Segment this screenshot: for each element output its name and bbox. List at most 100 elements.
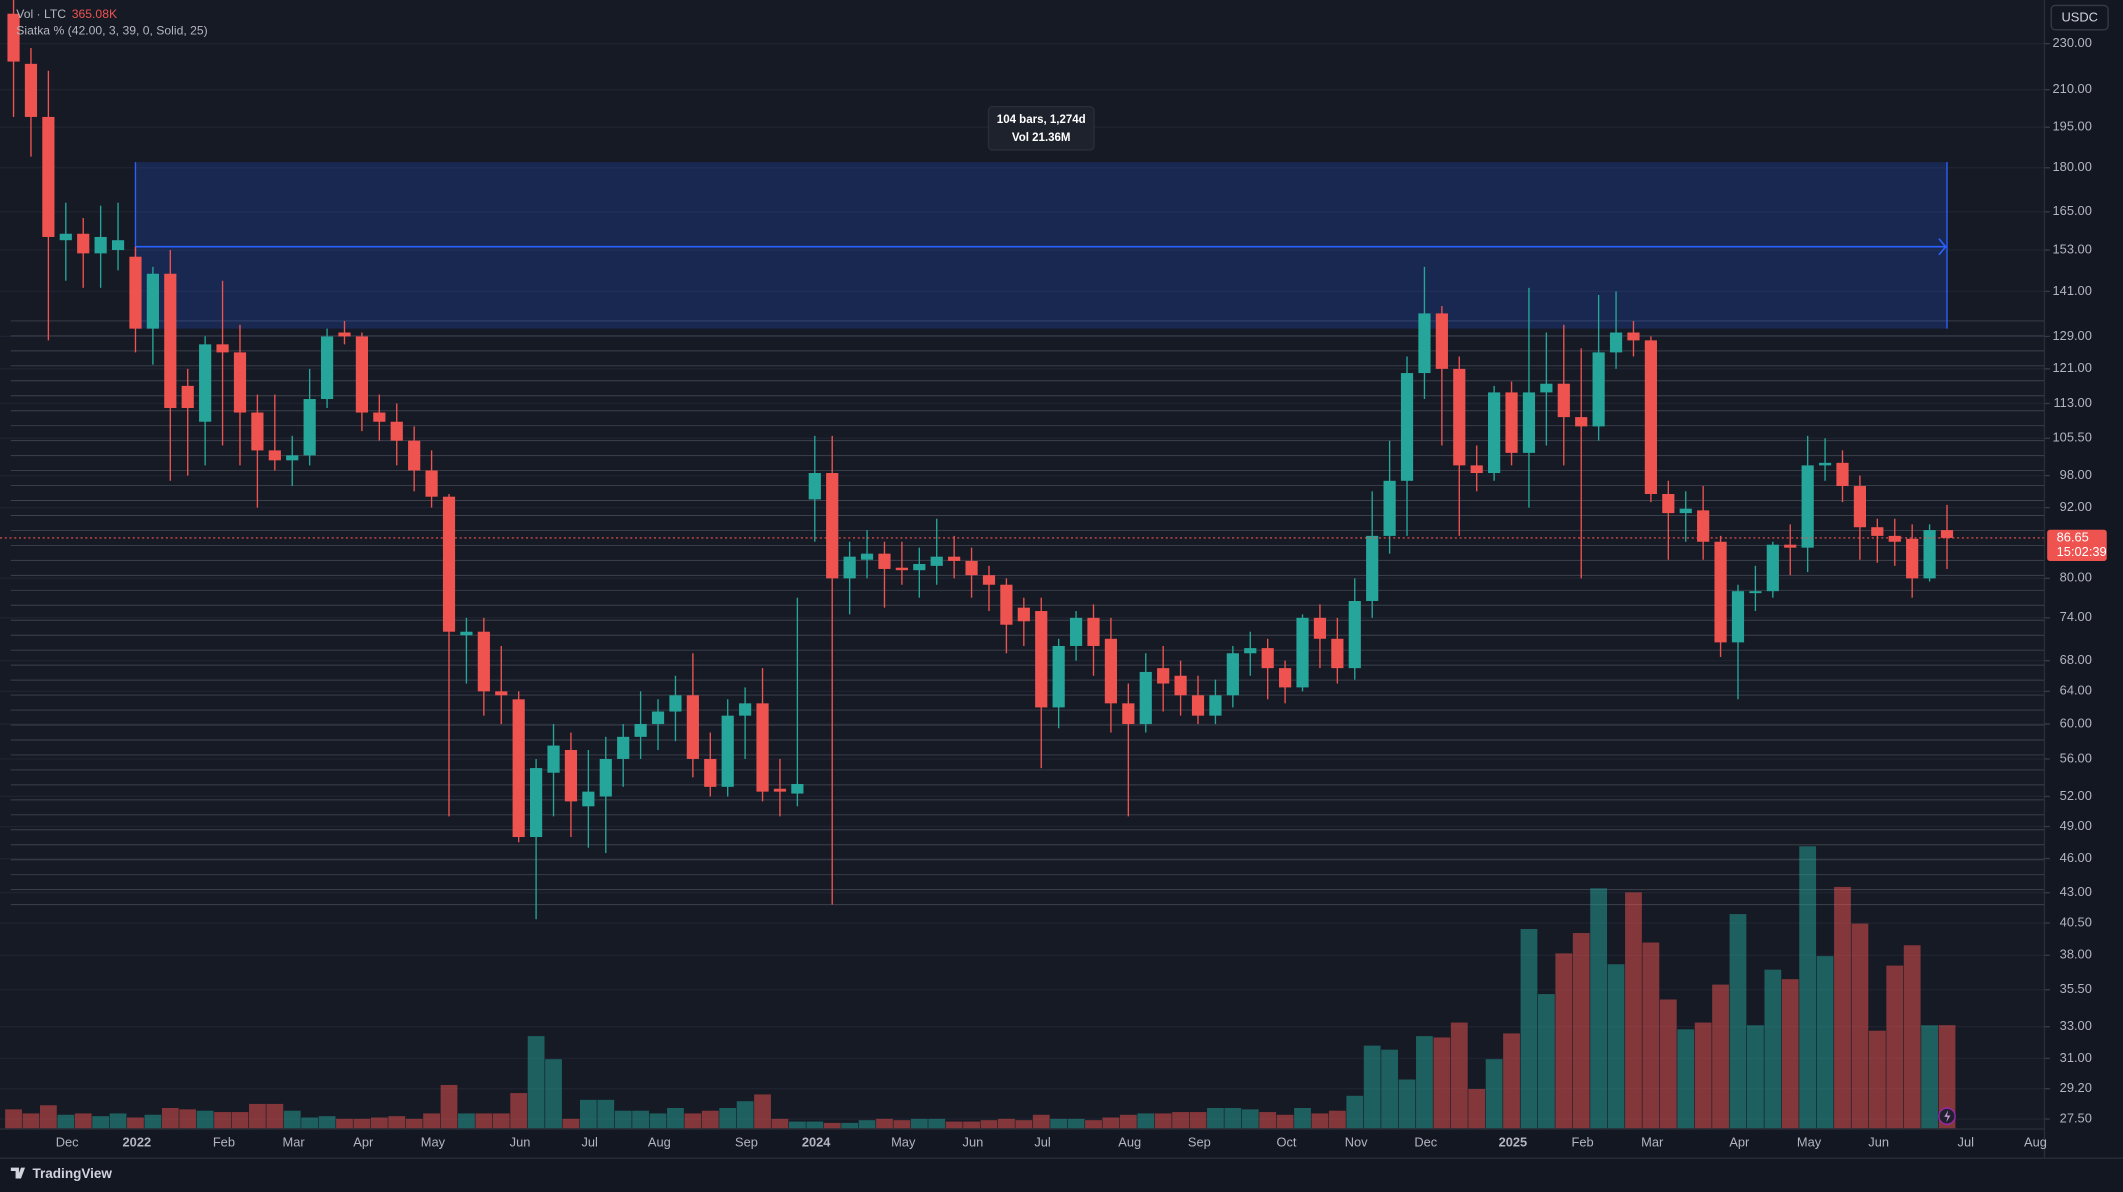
candle-body <box>564 749 578 802</box>
candle-body <box>948 556 961 561</box>
candle-body <box>1191 695 1205 716</box>
y-tick-label: 195.00 <box>2053 119 2092 134</box>
x-tick-label: Feb <box>213 1135 235 1150</box>
volume-bar <box>1433 1037 1451 1129</box>
candle-body <box>146 273 159 329</box>
volume-bar <box>22 1113 40 1129</box>
volume-bar <box>1886 965 1904 1129</box>
y-tick-label: 180.00 <box>2053 159 2092 174</box>
x-tick-label: Sep <box>735 1135 758 1150</box>
x-tick-label: Aug <box>1118 1135 1141 1150</box>
currency-box <box>2050 4 2109 31</box>
volume-bar <box>1694 1022 1712 1129</box>
x-tick-label: May <box>891 1135 916 1150</box>
candle-body <box>77 233 90 254</box>
volume-bar <box>161 1107 179 1129</box>
brand-name: TradingView <box>32 1166 112 1181</box>
candle-body <box>547 745 560 773</box>
candle-body <box>460 631 473 636</box>
candle-body <box>512 699 525 838</box>
brand-logo: TradingView <box>10 1166 112 1181</box>
volume-bar <box>336 1118 353 1129</box>
candle-body <box>878 553 891 569</box>
candle-body <box>199 344 212 422</box>
volume-bar <box>545 1059 562 1129</box>
candle-body <box>216 344 229 353</box>
candle-body <box>1662 494 1675 514</box>
volume-bar <box>1172 1112 1189 1129</box>
candle-body <box>895 567 908 571</box>
volume-bar <box>1102 1117 1120 1129</box>
candle-body <box>442 496 456 632</box>
candle-body <box>1261 648 1274 669</box>
volume-bar <box>806 1121 824 1129</box>
candle-body <box>1923 530 1936 579</box>
y-tick-label: 141.00 <box>2053 283 2092 298</box>
candle-body <box>721 715 734 787</box>
candle-body <box>1627 332 1640 341</box>
candle-body <box>7 13 20 62</box>
candle-body <box>1209 695 1222 716</box>
volume-bar <box>998 1118 1015 1129</box>
volume-bar <box>1119 1114 1137 1129</box>
y-tick-label: 29.20 <box>2060 1080 2092 1095</box>
candle-body <box>651 711 665 725</box>
candle-body <box>1766 544 1779 592</box>
y-tick-label: 105.50 <box>2053 430 2092 445</box>
y-tick-label: 52.00 <box>2060 788 2092 803</box>
y-tick-label: 56.00 <box>2060 750 2092 765</box>
candle-body <box>617 736 630 759</box>
y-tick-label: 165.00 <box>2053 203 2092 218</box>
volume-bar <box>57 1114 75 1129</box>
volume-bar <box>1259 1112 1277 1129</box>
volume-bar <box>667 1107 684 1129</box>
volume-bar <box>370 1117 388 1129</box>
volume-bar <box>1921 1025 1938 1129</box>
volume-bar <box>440 1084 458 1129</box>
candle-body <box>582 791 595 807</box>
volume-bar <box>876 1118 893 1129</box>
candle-body <box>1313 617 1327 639</box>
candle-body <box>669 695 682 712</box>
candle-body <box>1366 535 1379 602</box>
volume-bar <box>841 1122 859 1129</box>
volume-bar <box>1468 1089 1486 1129</box>
x-tick-label: May <box>421 1135 446 1150</box>
candle-body <box>1871 527 1884 536</box>
candle-body <box>390 421 403 441</box>
volume-bar <box>458 1113 475 1129</box>
candle-body <box>860 553 874 560</box>
candle-body <box>1017 607 1030 622</box>
volume-bar <box>579 1099 597 1129</box>
volume-bar <box>196 1110 214 1129</box>
volume-bar <box>423 1113 440 1129</box>
countdown-label: 15:02:39 <box>2057 544 2107 559</box>
candle-body <box>1749 591 1762 594</box>
volume-bar <box>475 1113 493 1129</box>
volume-bar <box>179 1109 197 1129</box>
candle-body <box>1052 645 1065 708</box>
volume-bar <box>1241 1109 1259 1129</box>
x-tick-label: Jul <box>581 1135 597 1150</box>
candle-body <box>773 788 787 792</box>
candle-body <box>1087 617 1100 646</box>
volume-bar <box>249 1103 266 1129</box>
x-tick-label: Sep <box>1188 1135 1211 1150</box>
y-tick-label: 68.00 <box>2060 652 2092 667</box>
volume-bar <box>736 1101 754 1129</box>
volume-bar <box>980 1120 998 1129</box>
candle-body <box>338 332 351 337</box>
candle-body <box>1488 392 1501 474</box>
candle-body <box>1104 638 1118 704</box>
volume-bar <box>1799 846 1817 1129</box>
volume-bar <box>109 1113 127 1129</box>
candle-body <box>42 116 55 237</box>
measure-layer <box>134 162 1948 329</box>
candle-body <box>129 256 142 329</box>
candle-body <box>1940 530 1954 538</box>
candle-body <box>1592 352 1605 427</box>
volume-bar <box>318 1116 336 1129</box>
y-tick-label: 64.00 <box>2060 683 2092 698</box>
